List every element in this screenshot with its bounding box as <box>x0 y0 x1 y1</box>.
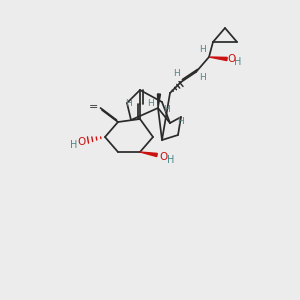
Text: H: H <box>174 70 180 79</box>
Polygon shape <box>158 94 160 108</box>
Text: H: H <box>167 155 175 165</box>
Text: H: H <box>164 106 170 115</box>
Text: H: H <box>234 57 242 67</box>
Text: H: H <box>200 73 206 82</box>
Polygon shape <box>209 57 227 61</box>
Text: O: O <box>227 54 235 64</box>
Text: =: = <box>89 102 99 112</box>
Polygon shape <box>140 152 157 157</box>
Text: H: H <box>126 100 132 109</box>
Text: H: H <box>148 100 154 109</box>
Text: H: H <box>199 44 206 53</box>
Text: O: O <box>77 137 85 147</box>
Text: H: H <box>177 116 183 125</box>
Text: H: H <box>70 140 78 150</box>
Text: O: O <box>160 152 168 162</box>
